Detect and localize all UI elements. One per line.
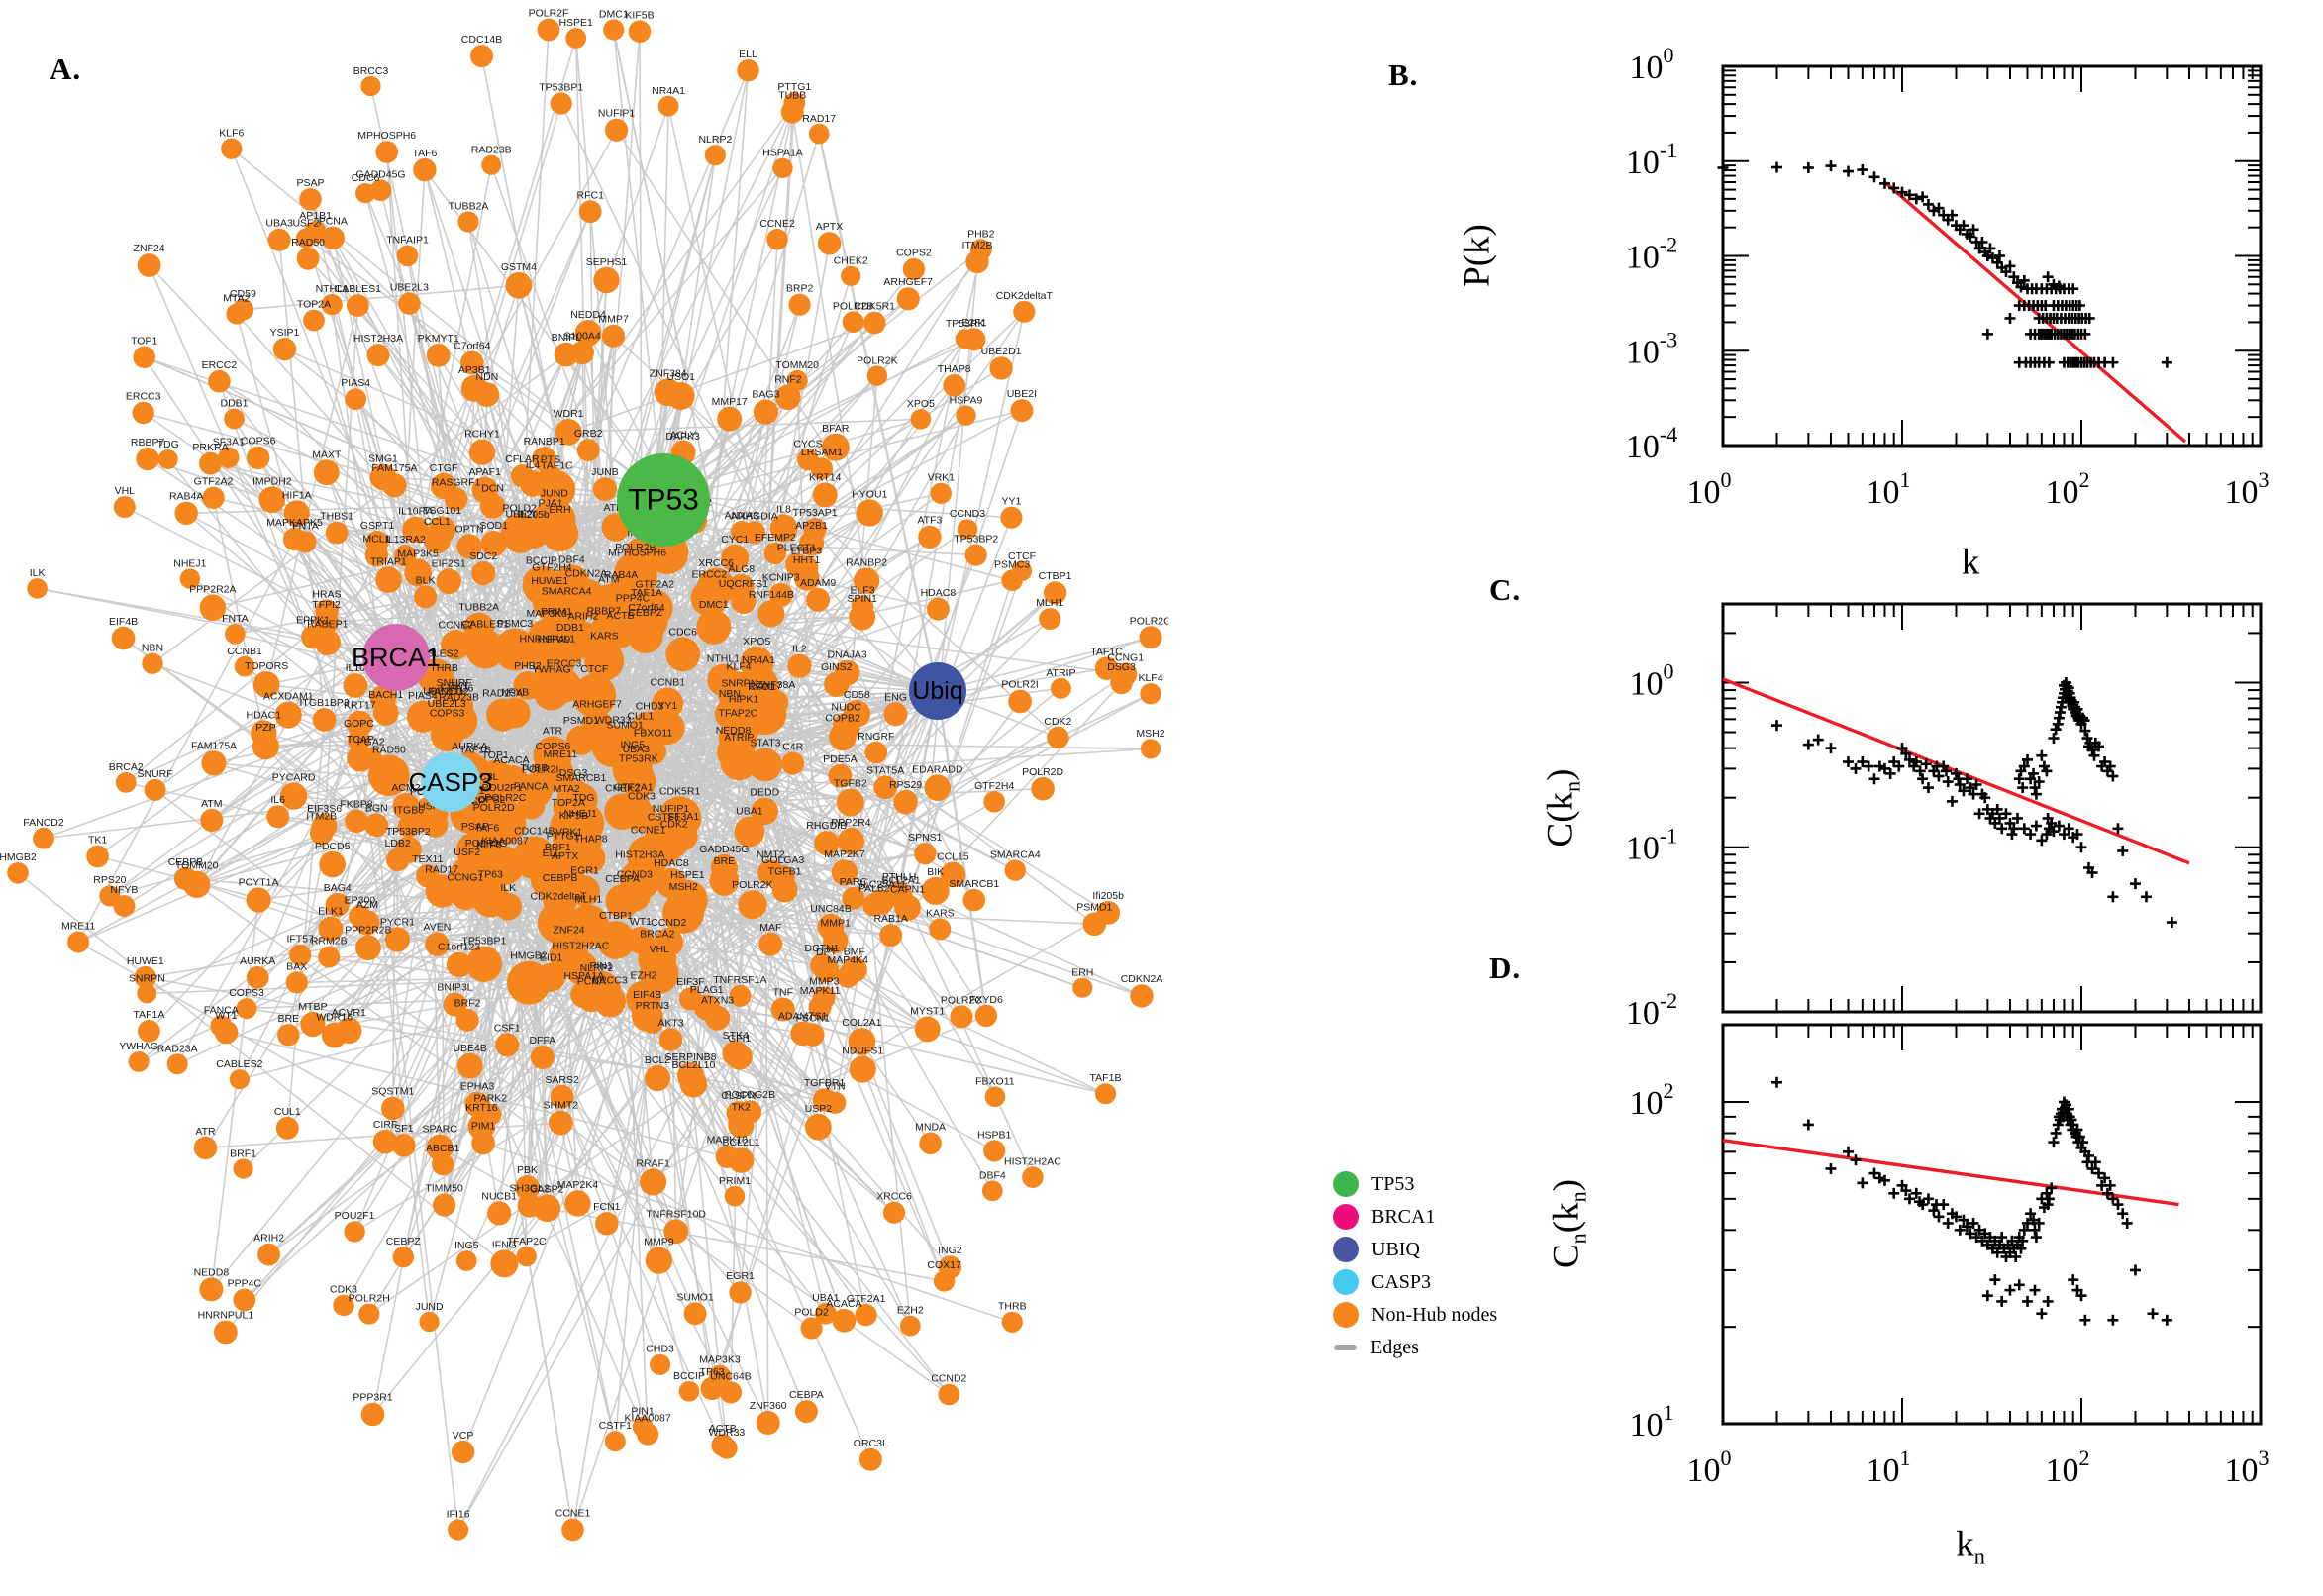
hub-ubiq: Ubiq: [909, 662, 966, 720]
axis-title-pk: P(k): [1457, 224, 1498, 287]
chart-B-tick-labels: 100 101 102 103 100 10-1 10-2 10-3 10-4: [1626, 43, 2270, 511]
chart-B-points: [1717, 160, 2172, 368]
svg-text:10-2: 10-2: [1626, 233, 1677, 276]
svg-text:101: 101: [1867, 467, 1911, 511]
svg-text:102: 102: [1630, 1078, 1674, 1122]
legend-label: Non-Hub nodes: [1371, 1303, 1498, 1326]
chart-D: 100 101 102 103 102 101: [1630, 1023, 2270, 1489]
panel-a-label: A.: [50, 51, 82, 86]
ubiq-circle-icon: [1333, 1237, 1359, 1262]
network-nodes: [7, 18, 1162, 1542]
chart-C-ticks: [1723, 603, 2262, 1013]
brca1-circle-icon: [1333, 1204, 1359, 1230]
chart-D-points: [1770, 1076, 2172, 1326]
hub-casp3: CASP3: [408, 752, 493, 812]
hub-nodes: TP53 BRCA1 Ubiq CASP3: [352, 453, 966, 812]
chart-B-fit-line: [1883, 180, 2187, 444]
legend-label: CASP3: [1371, 1270, 1432, 1293]
svg-text:100: 100: [1630, 658, 1674, 702]
svg-text:103: 103: [2225, 1446, 2270, 1489]
axis-title-k: k: [1961, 542, 1980, 583]
svg-text:103: 103: [2225, 467, 2270, 511]
legend: TP53 BRCA1 UBIQ CASP3 Non-Hub nodes Edge…: [1333, 1171, 1497, 1360]
panel-c-label: C.: [1489, 572, 1522, 607]
chart-B: 100 101 102 103 100 10-1 10-2 10-3 10-4: [1626, 43, 2270, 511]
svg-text:100: 100: [1630, 43, 1674, 86]
tp53-circle-icon: [1333, 1171, 1359, 1197]
axis-title-ckn: C(kn): [1540, 768, 1585, 848]
chart-D-ticks: [1723, 1025, 2262, 1425]
legend-item-nonhub: Non-Hub nodes: [1333, 1302, 1497, 1328]
svg-text:10-2: 10-2: [1626, 988, 1677, 1032]
edge-dash-icon: [1334, 1345, 1357, 1350]
svg-text:101: 101: [1867, 1446, 1911, 1489]
legend-item-ubiq: UBIQ: [1333, 1237, 1497, 1262]
svg-text:10-1: 10-1: [1626, 824, 1677, 867]
chart-C-points: [1770, 676, 2177, 929]
panel-b-label: B.: [1388, 57, 1419, 92]
legend-item-casp3: CASP3: [1333, 1269, 1497, 1295]
chart-B-ticks: [1723, 65, 2262, 447]
chart-C: 100 10-1 10-2: [1626, 602, 2263, 1032]
hub-tp53: TP53: [617, 453, 710, 547]
svg-text:102: 102: [2046, 467, 2090, 511]
legend-label: BRCA1: [1371, 1205, 1436, 1228]
legend-label: Edges: [1370, 1336, 1419, 1358]
chart-D-tick-labels: 100 101 102 103 102 101: [1630, 1078, 2270, 1489]
hub-brca1: BRCA1: [352, 624, 441, 691]
svg-text:101: 101: [1630, 1400, 1674, 1444]
svg-text:10-4: 10-4: [1626, 422, 1677, 465]
svg-text:100: 100: [1687, 467, 1732, 511]
axis-title-cnkn: Cn(kn): [1546, 1178, 1591, 1269]
legend-item-tp53: TP53: [1333, 1171, 1497, 1197]
legend-item-brca1: BRCA1: [1333, 1204, 1497, 1230]
panel-d-label: D.: [1489, 950, 1522, 985]
svg-text:102: 102: [2046, 1446, 2090, 1489]
legend-label: UBIQ: [1371, 1238, 1420, 1260]
svg-text:10-1: 10-1: [1626, 138, 1677, 181]
chart-D-fit-line: [1722, 1139, 2179, 1207]
axis-title-kn: kn: [1956, 1524, 1985, 1569]
legend-label: TP53: [1371, 1172, 1415, 1195]
legend-item-edges: Edges: [1333, 1335, 1497, 1360]
svg-text:100: 100: [1687, 1446, 1732, 1489]
casp3-circle-icon: [1333, 1269, 1359, 1295]
chart-C-tick-labels: 100 10-1 10-2: [1626, 658, 1677, 1032]
svg-text:10-3: 10-3: [1626, 327, 1677, 370]
nonhub-circle-icon: [1333, 1302, 1359, 1328]
